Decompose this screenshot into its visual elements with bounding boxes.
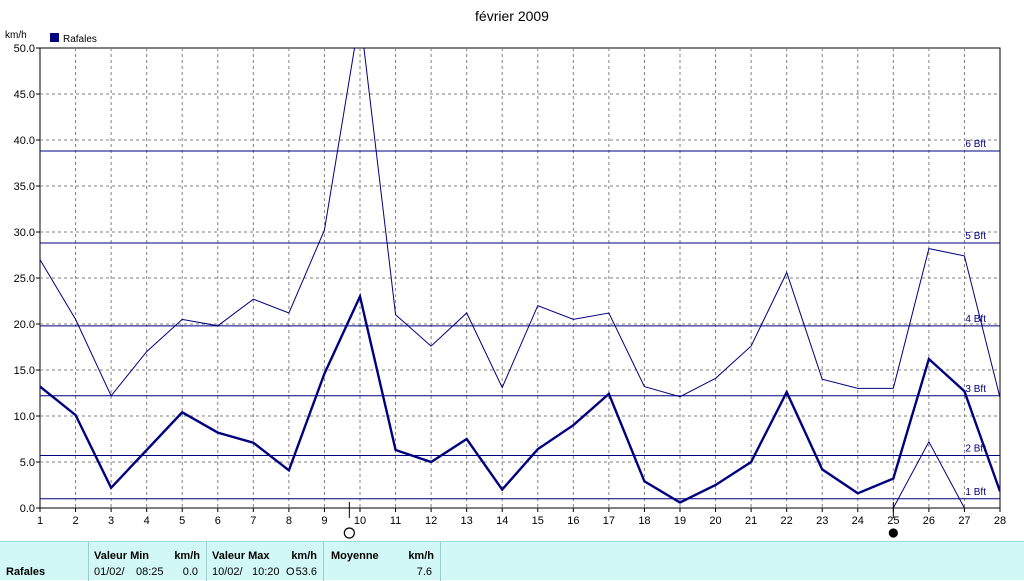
x-tick-label: 27 — [958, 515, 970, 527]
x-tick-label: 19 — [674, 515, 686, 527]
max-unit: km/h — [291, 550, 317, 562]
footer-row-label: Rafales — [6, 566, 46, 578]
x-tick-label: 2 — [72, 515, 78, 527]
min-value: 0.0 — [182, 566, 198, 578]
beaufort-label: 6 Bft — [965, 139, 986, 150]
max-date: 10/02/ — [212, 566, 243, 578]
x-tick-label: 16 — [567, 515, 579, 527]
new-moon-icon — [888, 528, 898, 538]
x-tick-label: 3 — [108, 515, 114, 527]
y-tick-label: 35.0 — [14, 181, 35, 193]
y-tick-label: 30.0 — [14, 227, 35, 239]
max-cell: Valeur Max km/h 10/02/ 10:20 O 53.6 — [206, 542, 323, 581]
x-tick-label: 6 — [215, 515, 221, 527]
max-time: 10:20 — [252, 566, 280, 578]
y-tick-label: 15.0 — [14, 365, 35, 377]
x-tick-label: 26 — [923, 515, 935, 527]
full-moon-icon — [343, 527, 355, 539]
min-time: 08:25 — [136, 566, 164, 578]
x-tick-label: 18 — [638, 515, 650, 527]
y-axis: 0.0 5.0 10.0 15.0 20.0 25.0 30.0 35.0 40.0 45.0 50… — [14, 43, 40, 515]
x-tick-label: 20 — [709, 515, 721, 527]
x-tick-label: 9 — [321, 515, 327, 527]
wind-chart: 1 Bft 2 Bft 3 Bft 4 Bft 5 Bft 6 Bft 0.0 5.0 10.… — [5, 8, 1006, 539]
y-tick-label: 5.0 — [20, 457, 35, 469]
y-tick-label: 0.0 — [20, 503, 35, 515]
x-axis: 1 2 3 4 5 6 7 8 9 10 11 12 13 14 15 16 17 18 19 20 21 22 23 24 2… — [37, 508, 1006, 527]
min-date: 01/02/ — [94, 566, 125, 578]
series-line-rafales — [40, 48, 1000, 398]
x-tick-label: 8 — [286, 515, 292, 527]
x-tick-label: 11 — [390, 515, 401, 527]
y-tick-label: 45.0 — [14, 89, 35, 101]
min-cell: Valeur Min km/h 01/02/ 08:25 0.0 — [88, 542, 206, 581]
stats-footer: Rafales Valeur Min km/h 01/02/ 08:25 0.0… — [0, 541, 1024, 581]
legend-label: Rafales — [63, 34, 97, 45]
avg-header: Moyenne — [331, 550, 379, 562]
x-tick-label: 17 — [603, 515, 615, 527]
series-line-min — [892, 440, 965, 508]
moon-phases — [343, 502, 898, 539]
y-tick-label: 25.0 — [14, 273, 35, 285]
beaufort-label: 4 Bft — [965, 314, 986, 325]
legend-swatch — [50, 33, 59, 42]
avg-value: 7.6 — [416, 566, 432, 578]
x-tick-label: 4 — [144, 515, 150, 527]
x-tick-label: 25 — [887, 515, 899, 527]
y-tick-label: 40.0 — [14, 135, 35, 147]
x-tick-label: 1 — [37, 515, 43, 527]
max-value: 53.6 — [295, 566, 317, 578]
x-tick-label: 14 — [496, 515, 508, 527]
x-tick-label: 22 — [781, 515, 793, 527]
y-tick-label: 50.0 — [14, 43, 35, 55]
x-tick-label: 23 — [816, 515, 828, 527]
max-direction: O — [286, 566, 295, 578]
x-tick-label: 21 — [745, 515, 757, 527]
y-axis-label: km/h — [5, 30, 27, 41]
beaufort-lines: 1 Bft 2 Bft 3 Bft 4 Bft 5 Bft 6 Bft — [40, 139, 1000, 500]
beaufort-label: 1 Bft — [965, 487, 986, 498]
y-tick-label: 10.0 — [14, 411, 35, 423]
series-line-moyenne — [40, 292, 1000, 504]
min-header: Valeur Min — [94, 550, 150, 562]
chart-title: février 2009 — [475, 8, 549, 24]
x-tick-label: 10 — [354, 515, 366, 527]
x-tick-label: 5 — [179, 515, 185, 527]
y-tick-label: 20.0 — [14, 319, 35, 331]
min-unit: km/h — [174, 550, 200, 562]
x-tick-label: 15 — [532, 515, 544, 527]
x-tick-label: 13 — [461, 515, 473, 527]
beaufort-label: 3 Bft — [965, 384, 986, 395]
beaufort-label: 2 Bft — [965, 444, 986, 455]
grid — [40, 48, 1000, 508]
x-tick-label: 12 — [425, 515, 437, 527]
x-tick-label: 7 — [250, 515, 256, 527]
max-header: Valeur Max — [212, 550, 270, 562]
x-tick-label: 24 — [852, 515, 864, 527]
series-group — [40, 48, 1000, 508]
beaufort-label: 5 Bft — [965, 231, 986, 242]
x-tick-label: 28 — [994, 515, 1006, 527]
avg-cell: Moyenne km/h 7.6 — [323, 542, 441, 581]
avg-unit: km/h — [408, 550, 434, 562]
